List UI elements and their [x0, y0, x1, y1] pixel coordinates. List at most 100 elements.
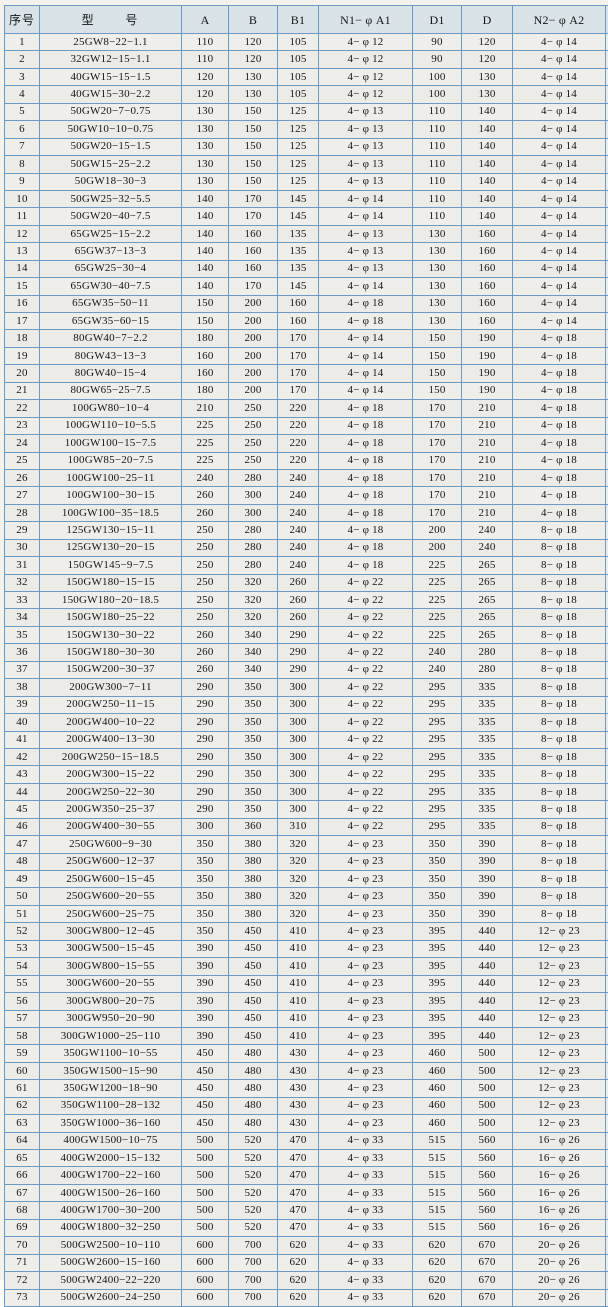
cell-A: 140 [182, 225, 229, 242]
cell-B1: 220 [278, 417, 319, 434]
cell-N2: 16− φ 26 [513, 1202, 606, 1219]
cell-idx: 32 [5, 574, 40, 591]
cell-B: 450 [229, 940, 278, 957]
column-header-A: A [182, 6, 229, 34]
cell-D1: 295 [413, 696, 462, 713]
cell-B: 450 [229, 958, 278, 975]
column-header-B1: B1 [278, 6, 319, 34]
cell-N2: 16− φ 26 [513, 1184, 606, 1201]
cell-B1: 170 [278, 382, 319, 399]
cell-D: 560 [462, 1202, 513, 1219]
cell-B: 250 [229, 417, 278, 434]
cell-N1: 4− φ 14 [319, 347, 413, 364]
cell-idx: 9 [5, 173, 40, 190]
cell-B1: 320 [278, 836, 319, 853]
cell-B: 150 [229, 156, 278, 173]
cell-B1: 300 [278, 696, 319, 713]
cell-idx: 21 [5, 382, 40, 399]
cell-B: 700 [229, 1272, 278, 1289]
cell-idx: 69 [5, 1219, 40, 1236]
cell-B: 450 [229, 923, 278, 940]
cell-B: 480 [229, 1062, 278, 1079]
cell-N1: 4− φ 33 [319, 1219, 413, 1236]
cell-idx: 49 [5, 871, 40, 888]
cell-N1: 4− φ 23 [319, 905, 413, 922]
cell-A: 390 [182, 940, 229, 957]
cell-N1: 4− φ 12 [319, 86, 413, 103]
cell-idx: 64 [5, 1132, 40, 1149]
cell-B1: 300 [278, 748, 319, 765]
cell-B: 520 [229, 1184, 278, 1201]
cell-D: 210 [462, 504, 513, 521]
cell-model: 150GW180−20−18.5 [40, 592, 182, 609]
cell-B: 200 [229, 295, 278, 312]
cell-D: 390 [462, 836, 513, 853]
cell-A: 210 [182, 400, 229, 417]
cell-B: 120 [229, 34, 278, 51]
cell-D: 560 [462, 1150, 513, 1167]
cell-D1: 90 [413, 51, 462, 68]
cell-B1: 430 [278, 1097, 319, 1114]
cell-D: 210 [462, 469, 513, 486]
cell-B: 350 [229, 714, 278, 731]
cell-N1: 4− φ 22 [319, 696, 413, 713]
cell-A: 450 [182, 1045, 229, 1062]
cell-idx: 19 [5, 347, 40, 364]
cell-D1: 620 [413, 1289, 462, 1306]
cell-D1: 620 [413, 1254, 462, 1271]
cell-D: 190 [462, 347, 513, 364]
cell-model: 300GW800−20−75 [40, 993, 182, 1010]
cell-idx: 22 [5, 400, 40, 417]
cell-A: 290 [182, 731, 229, 748]
cell-B1: 135 [278, 260, 319, 277]
column-header-B: B [229, 6, 278, 34]
cell-D: 240 [462, 539, 513, 556]
cell-model: 250GW600−25−75 [40, 905, 182, 922]
cell-N2: 16− φ 26 [513, 1150, 606, 1167]
cell-N2: 4− φ 14 [513, 190, 606, 207]
cell-idx: 1 [5, 34, 40, 51]
cell-B: 160 [229, 260, 278, 277]
cell-model: 300GW800−15−55 [40, 958, 182, 975]
cell-N1: 4− φ 22 [319, 818, 413, 835]
cell-B: 340 [229, 644, 278, 661]
cell-D: 120 [462, 34, 513, 51]
cell-B: 250 [229, 452, 278, 469]
cell-B1: 240 [278, 522, 319, 539]
cell-A: 140 [182, 208, 229, 225]
cell-D: 440 [462, 975, 513, 992]
column-header-N1: N1− φ A1 [319, 6, 413, 34]
cell-D1: 110 [413, 103, 462, 120]
cell-N1: 4− φ 23 [319, 1027, 413, 1044]
cell-N2: 12− φ 23 [513, 923, 606, 940]
cell-idx: 37 [5, 661, 40, 678]
cell-A: 290 [182, 696, 229, 713]
cell-model: 80GW65−25−7.5 [40, 382, 182, 399]
cell-B1: 240 [278, 504, 319, 521]
cell-B1: 170 [278, 330, 319, 347]
cell-N2: 8− φ 18 [513, 644, 606, 661]
cell-D1: 130 [413, 295, 462, 312]
cell-N1: 4− φ 23 [319, 1062, 413, 1079]
cell-B: 160 [229, 225, 278, 242]
cell-A: 130 [182, 173, 229, 190]
cell-N1: 4− φ 14 [319, 330, 413, 347]
cell-D1: 395 [413, 940, 462, 957]
cell-model: 100GW100−15−7.5 [40, 435, 182, 452]
cell-idx: 23 [5, 417, 40, 434]
cell-N2: 20− φ 26 [513, 1254, 606, 1271]
cell-B1: 300 [278, 766, 319, 783]
